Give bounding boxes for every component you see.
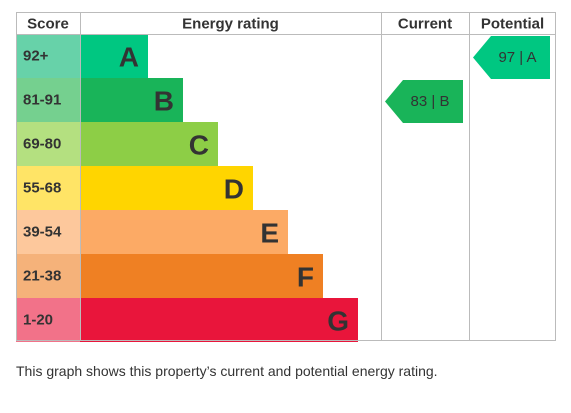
current-rating-label: 83 | B: [411, 93, 450, 110]
header-rating: Energy rating: [182, 16, 279, 33]
rating-letter-g: G: [327, 306, 349, 337]
score-cell-b: [16, 78, 80, 122]
rating-letter-b: B: [154, 86, 174, 117]
rating-bar-c: [80, 122, 218, 166]
potential-rating-label: 97 | A: [498, 49, 536, 66]
rating-bar-f: [80, 254, 323, 298]
score-range-c: 69-80: [23, 136, 61, 153]
score-cell-d: [16, 166, 80, 210]
rating-letter-f: F: [297, 262, 314, 293]
rating-bar-d: [80, 166, 253, 210]
rating-letter-e: E: [260, 218, 279, 249]
rating-letter-d: D: [224, 174, 244, 205]
epc-rating-chart: 92+ A81-91 B69-80 C55-68 D39-54 E21-38 F1-20 G …: [16, 12, 556, 342]
score-cell-a: [16, 34, 80, 78]
rating-bar-e: [80, 210, 288, 254]
rating-letter-a: A: [119, 42, 139, 73]
score-range-e: 39-54: [23, 224, 62, 241]
header-score: Score: [27, 16, 69, 33]
score-cell-c: [16, 122, 80, 166]
header-potential: Potential: [481, 16, 544, 33]
rating-bar-a: [80, 34, 148, 78]
rating-bar-b: [80, 78, 183, 122]
potential-rating-arrow: [473, 36, 550, 79]
current-rating-arrow: [385, 80, 463, 123]
chart-caption: This graph shows this property’s current…: [16, 363, 438, 379]
score-range-g: 1-20: [23, 312, 53, 329]
score-cell-g: [16, 298, 80, 342]
score-range-b: 81-91: [23, 92, 61, 109]
header-current: Current: [398, 16, 452, 33]
score-cell-f: [16, 254, 80, 298]
rating-letter-c: C: [189, 130, 209, 161]
score-range-a: 92+: [23, 48, 49, 65]
score-cell-e: [16, 210, 80, 254]
score-range-f: 21-38: [23, 268, 61, 285]
rating-bar-g: [80, 298, 358, 342]
score-range-d: 55-68: [23, 180, 61, 197]
table-frame: [16, 12, 556, 341]
